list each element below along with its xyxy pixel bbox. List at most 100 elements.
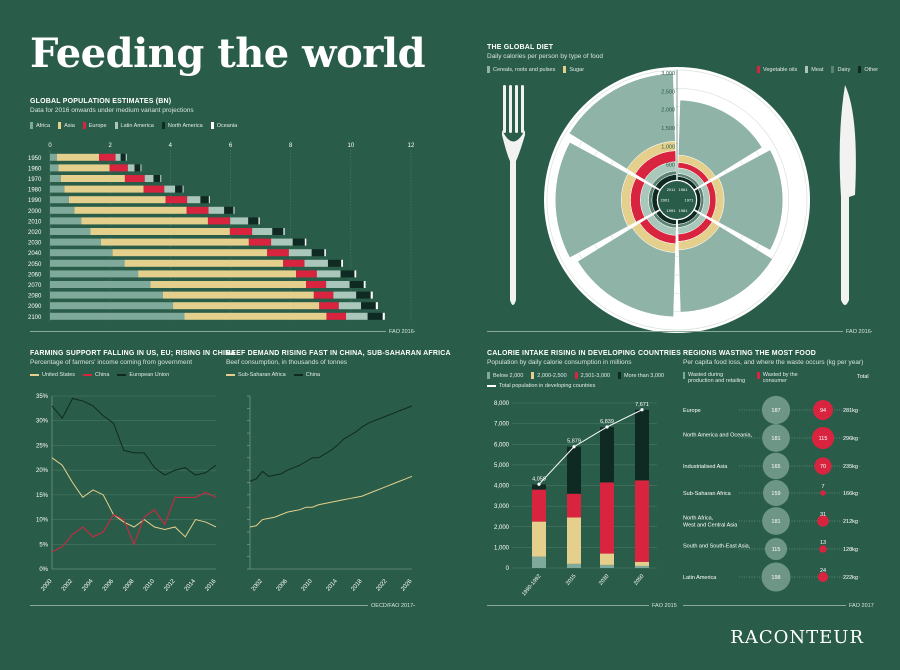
bar-segment (306, 281, 327, 288)
divider (487, 331, 872, 332)
legend-item: Vegetable oils (757, 66, 797, 73)
bar-segment (635, 565, 649, 568)
x-tick-label: 2010 (143, 578, 157, 593)
y-tick-label: 4,000 (494, 484, 510, 490)
bar-segment (56, 153, 100, 161)
bar-segment (50, 206, 75, 214)
radial-bar-segment (678, 225, 773, 313)
y-tick-label: 6,000 (494, 442, 510, 448)
bar-segment (100, 238, 249, 246)
legend-item: 2,000-2,500 (531, 372, 567, 379)
bar-segment (109, 164, 128, 172)
x-tick-label: 4 (169, 143, 173, 149)
y-tick-label: 2100 (28, 315, 42, 321)
bar-segment (340, 270, 355, 278)
bar-segment (153, 175, 161, 182)
beef-source: OECD/FAO 2017 (368, 603, 414, 609)
y-tick-label: 2030 (28, 241, 42, 247)
y-tick-label: 1950 (28, 156, 42, 162)
x-tick-label: 2004 (81, 578, 95, 593)
bar-segment (567, 446, 581, 494)
bar-segment (187, 196, 201, 204)
y-tick-label: 2090 (28, 304, 42, 310)
x-tick-label: 8 (289, 143, 293, 149)
bar-segment (138, 270, 297, 278)
population-legend: Africa Asia Europe Latin America North A… (30, 122, 237, 129)
y-tick-label: 2050 (28, 262, 42, 268)
total-label: 212kg (843, 519, 858, 525)
farming-subheading: Percentage of farmers' income coming fro… (30, 359, 193, 366)
waste-heading: REGIONS WASTING THE MOST FOOD (683, 350, 816, 357)
bar-segment (143, 185, 165, 193)
bar-segment (124, 175, 145, 182)
bar-segment (184, 312, 327, 320)
beef-subheading: Beef consumption, in thousands of tonnes (226, 359, 348, 366)
category-label: Europe (683, 408, 701, 414)
bar-segment (271, 238, 293, 246)
beef-legend: Sub-Saharan Africa China (226, 372, 320, 378)
x-tick-label: 2006 (276, 578, 290, 593)
diet-legend-right: Vegetable oils Meat Dairy Other (757, 66, 878, 73)
waste-legend: Wasted during production and retailing W… (683, 372, 819, 384)
data-label: 6,839 (600, 419, 614, 425)
bar-segment (120, 153, 126, 161)
category-label: North Africa, (683, 516, 714, 522)
y-tick-label: 3,000 (494, 504, 510, 510)
bar-segment (175, 185, 183, 193)
bar-segment (361, 302, 376, 310)
bubble-production (762, 507, 790, 535)
bar-segment (173, 302, 320, 310)
bar-segment (326, 281, 350, 288)
y-tick-label: 30% (36, 419, 49, 425)
bar-segment (370, 291, 373, 299)
brand-logo: RACONTEUR (730, 627, 864, 648)
bubble-production (764, 537, 788, 561)
bar-segment (248, 217, 259, 225)
y-tick-label: 15% (36, 493, 49, 499)
bubble-consumer (811, 426, 835, 450)
x-tick-label: 2014 (326, 578, 340, 593)
y-tick-label: 2080 (28, 294, 42, 300)
waste-source: FAO 2017 (846, 603, 874, 609)
data-label: 4,059 (532, 476, 546, 482)
bar-segment (258, 217, 260, 225)
total-label: 281kg (843, 408, 858, 414)
y-tick-label: 2000 (28, 209, 42, 215)
calorie-heading: CALORIE INTAKE RISING IN DEVELOPING COUN… (487, 350, 681, 357)
bar-segment (208, 196, 210, 204)
bar-segment (338, 302, 362, 310)
bar-segment (333, 291, 357, 299)
bubble-consumer (819, 545, 827, 553)
series-line (249, 475, 413, 528)
r-tick-label: 1,500 (661, 126, 675, 132)
total-point (605, 425, 609, 429)
bar-segment (58, 164, 110, 172)
bubble-production (761, 562, 791, 592)
bar-segment (567, 563, 581, 568)
bar-segment (160, 175, 162, 182)
category-label: 1991 (667, 208, 677, 213)
y-tick-label: 5% (39, 542, 48, 548)
y-tick-label: 10% (36, 518, 49, 524)
bar-segment (354, 270, 357, 278)
diet-subheading: Daily calories per person by type of foo… (487, 53, 603, 60)
bar-segment (304, 238, 307, 246)
population-chart: 0 2 4 6 8 10 12 1950 1960 1970 1980 1990 2000 2010 202… (28, 143, 415, 322)
total-point (537, 482, 541, 486)
x-tick-label: 2018 (351, 578, 365, 593)
bar-segment (346, 312, 368, 320)
y-tick-label: 1960 (28, 166, 42, 172)
bar-segment (532, 556, 546, 568)
bar-segment (532, 521, 546, 557)
series-line (249, 405, 413, 482)
bar-segment (224, 206, 234, 214)
legend-item: United States (30, 372, 75, 378)
y-tick-label: 2070 (28, 283, 42, 289)
x-tick-label: 2030 (598, 573, 610, 586)
total-label: 128kg (843, 547, 858, 553)
bar-segment (311, 249, 325, 257)
total-label: 222kg (843, 575, 858, 581)
legend-item: Africa (30, 122, 50, 129)
series-line (51, 457, 217, 538)
bar-segment (600, 427, 614, 483)
